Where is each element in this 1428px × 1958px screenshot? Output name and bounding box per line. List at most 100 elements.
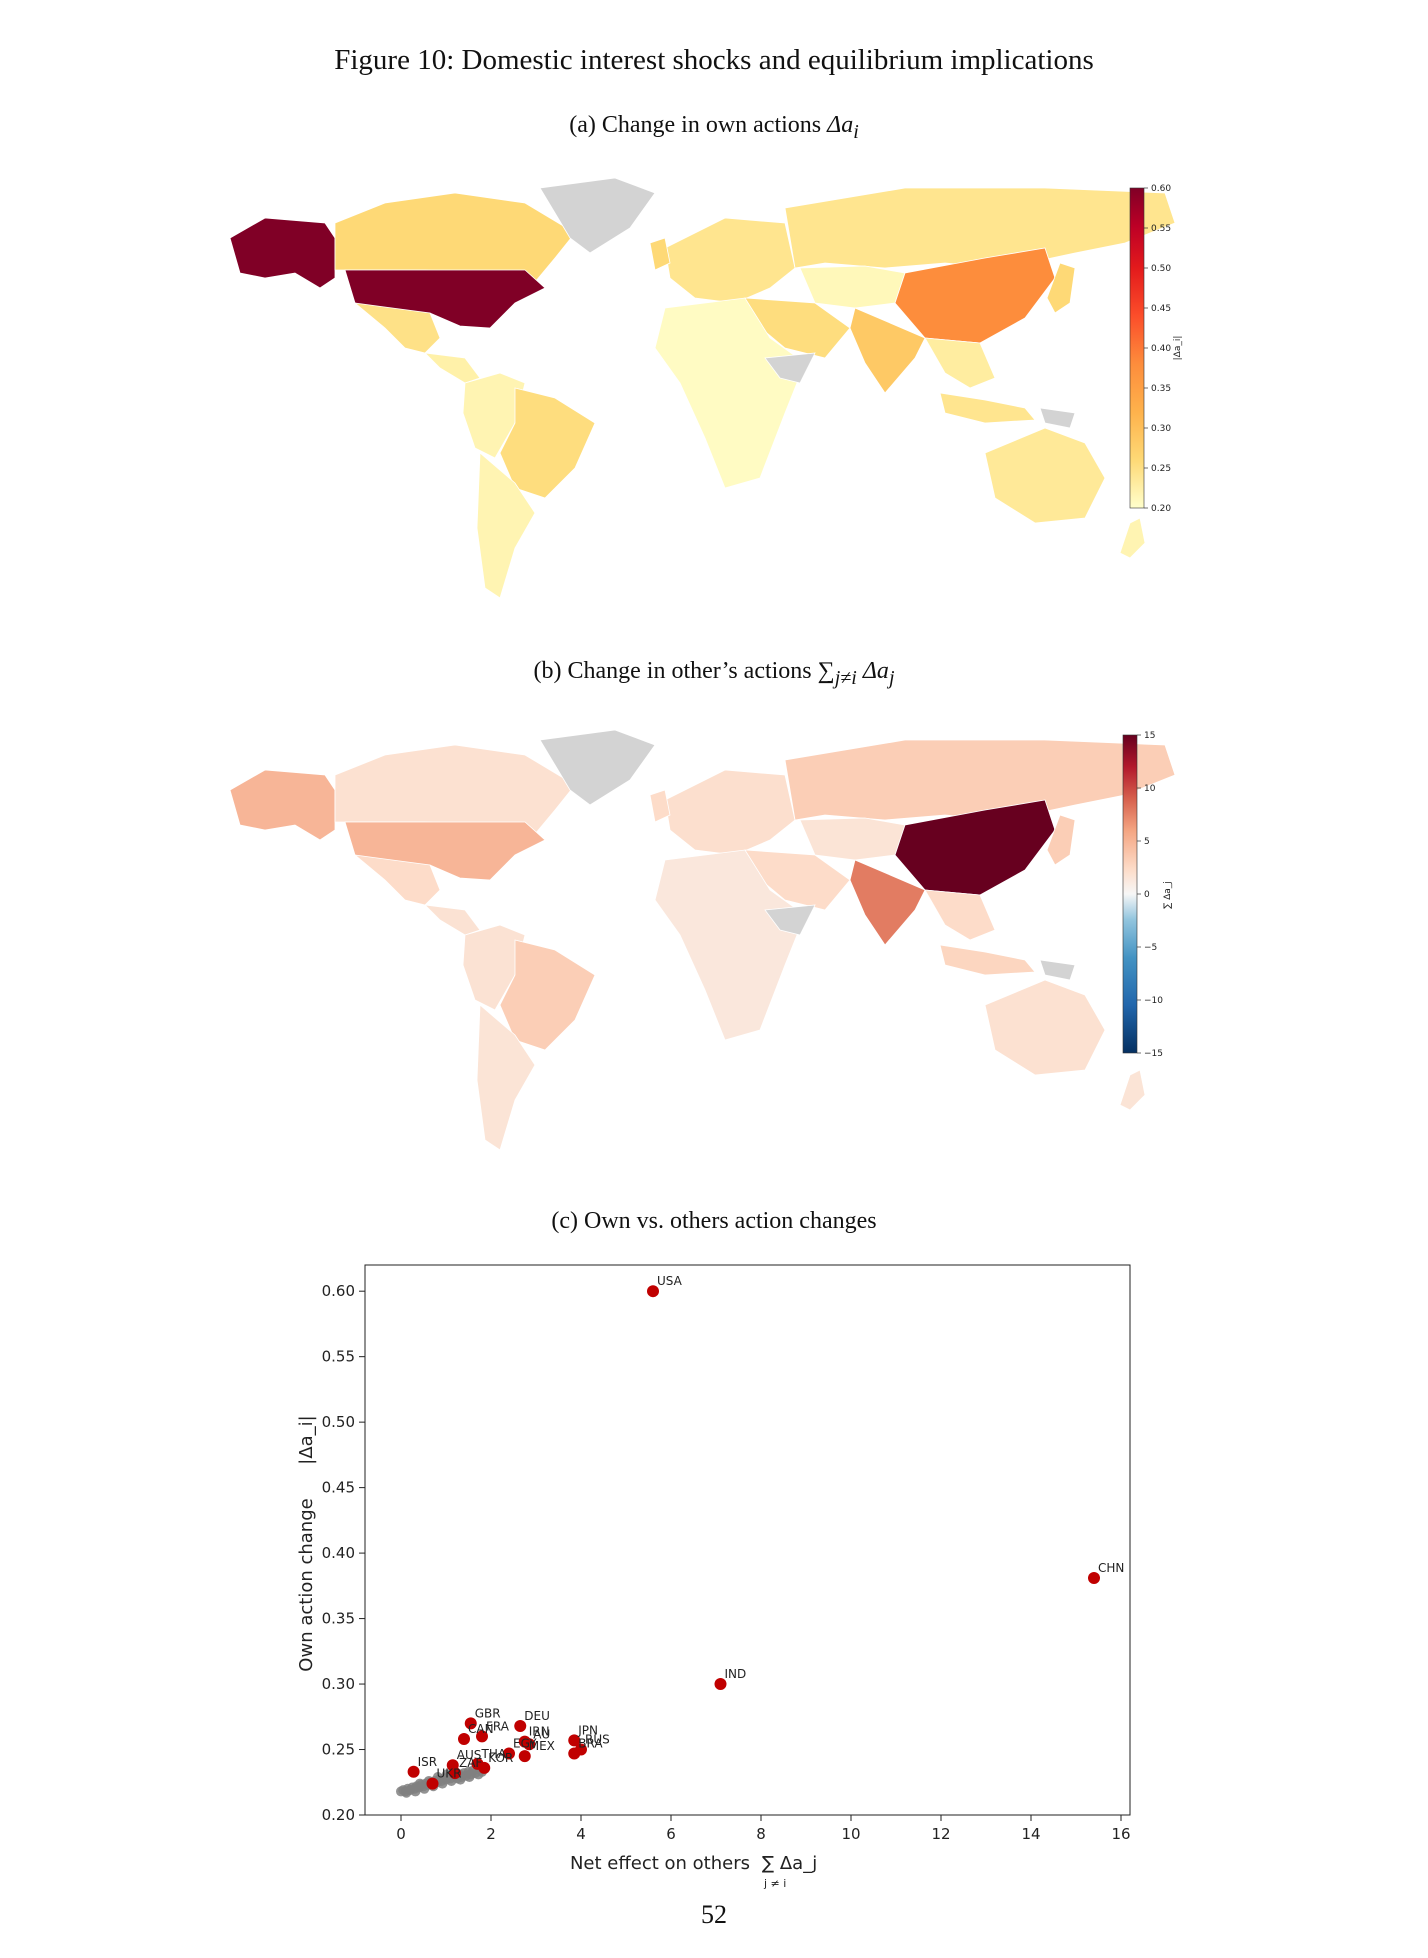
point-zaf (449, 1767, 461, 1780)
point-gbr (464, 1717, 477, 1730)
point-label-irn: IRN (529, 1725, 550, 1739)
map-b-japan (1046, 814, 1076, 866)
colorbar-tick-label: 5 (1144, 837, 1150, 847)
point-jpn (568, 1734, 581, 1747)
map-a-colorbar-bar (1129, 187, 1145, 509)
map-a-africa (654, 297, 806, 489)
map-b-central-asia (799, 817, 906, 861)
map-b-colorbar-label: ∑ Δa_j (1163, 881, 1173, 909)
map-a-europe (664, 217, 796, 304)
point-bra (568, 1747, 581, 1760)
map-a-brazil (499, 387, 596, 499)
point-label-mex: MEX (529, 1739, 555, 1753)
point-chn (1088, 1571, 1100, 1584)
x-tick-label: 4 (576, 1825, 586, 1843)
map-a-uk (649, 237, 671, 271)
y-tick-label: 0.30 (322, 1675, 355, 1693)
map-b-brazil (499, 939, 596, 1051)
point-au (523, 1738, 536, 1751)
x-tick-label: 12 (931, 1825, 950, 1843)
x-tick-label: 14 (1021, 1825, 1040, 1843)
point-mex (518, 1750, 531, 1763)
colorbar-tick-label: 15 (1144, 731, 1155, 741)
map-a-png (1039, 407, 1076, 429)
y-axis-label-math: |Δa_i| (296, 1415, 317, 1464)
point-isr (407, 1765, 420, 1778)
point-label-tha: THA (481, 1747, 507, 1761)
point-label-egy: EGY (513, 1736, 537, 1750)
map-b-png (1039, 959, 1076, 981)
point-label-gbr: GBR (475, 1706, 501, 1720)
map-b-colorbar: 15 10 5 0 −5 −10 −15 ∑ Δa_j (1122, 731, 1173, 1059)
y-tick-label: 0.20 (322, 1806, 355, 1824)
map-a-se-asia (924, 337, 996, 389)
x-axis-label: Net effect on others (570, 1853, 750, 1874)
colorbar-tick-label: 0.60 (1151, 184, 1171, 194)
map-b-indonesia (939, 944, 1036, 976)
point-deu (514, 1719, 527, 1732)
colorbar-tick-label: 0.35 (1151, 384, 1171, 394)
map-b-central-america (423, 904, 481, 936)
map-b-sa-north (462, 924, 526, 1011)
map-a-sa-north (462, 372, 526, 459)
y-tick-label: 0.50 (322, 1413, 355, 1431)
panel-b-title-sub: j≠i (834, 666, 857, 689)
map-a-china (894, 247, 1056, 344)
point-label-rus: RUS (585, 1733, 610, 1747)
colorbar-tick-label: −5 (1144, 943, 1157, 953)
map-b-colorbar-ticks: 15 10 5 0 −5 −10 −15 (1137, 731, 1163, 1059)
map-a-countries (229, 178, 1176, 599)
point-label-ind: IND (725, 1667, 747, 1681)
panel-a-title-text: (a) Change in own actions (569, 112, 822, 138)
map-b-russia (784, 739, 1176, 821)
map-b-alaska (229, 769, 336, 841)
point-label-fra: FRA (486, 1719, 510, 1733)
point-can (458, 1733, 470, 1746)
colorbar-tick-label: −15 (1144, 1049, 1163, 1059)
map-b: 15 10 5 0 −5 −10 −15 ∑ Δa_j (229, 730, 1176, 1151)
map-b-europe (664, 769, 796, 856)
map-a-horn-africa (764, 352, 816, 384)
colorbar-tick-label: 0.25 (1151, 464, 1171, 474)
map-a-alaska (229, 217, 336, 289)
x-tick-label: 6 (666, 1825, 676, 1843)
x-tick-label: 2 (486, 1825, 496, 1843)
map-b-horn-africa (764, 904, 816, 936)
panel-c-title: (c) Own vs. others action changes (551, 1208, 877, 1234)
point-kor (478, 1761, 491, 1774)
point-label-kor: KOR (488, 1751, 513, 1765)
plot-frame (364, 1264, 1131, 1816)
map-b-countries (229, 730, 1176, 1151)
point-label-can: CAN (468, 1722, 494, 1736)
y-tick-label: 0.55 (322, 1348, 355, 1366)
x-tick-label: 16 (1111, 1825, 1130, 1843)
gray-point (401, 1787, 412, 1798)
y-tick-label: 0.40 (322, 1544, 355, 1562)
page-number: 52 (701, 1900, 727, 1929)
point-label-deu: DEU (524, 1709, 550, 1723)
y-tick-label: 0.25 (322, 1741, 355, 1759)
panel-b-title-math2: Δa (862, 658, 889, 684)
panel-a-title: (a) Change in own actions Δai (0, 112, 1428, 144)
colorbar-tick-label: 0.50 (1151, 264, 1171, 274)
point-label-zaf: ZAF (459, 1756, 482, 1770)
x-tick-label: 10 (841, 1825, 860, 1843)
map-b-china (894, 799, 1056, 896)
panel-a-title-sub: i (853, 120, 859, 143)
x-tick-label: 8 (756, 1825, 766, 1843)
scatter-chart: 0 2 4 6 8 10 12 14 16 0.200.250.300.350.400.450.… (296, 1264, 1131, 1890)
colorbar-tick-label: −10 (1144, 996, 1163, 1006)
map-a-japan (1046, 262, 1076, 314)
panel-b-title: (b) Change in other’s actions ∑j≠i Δaj (0, 658, 1428, 690)
map-b-greenland (539, 730, 656, 806)
colorbar-tick-label: 0 (1144, 890, 1150, 900)
y-tick-label: 0.45 (322, 1479, 355, 1497)
gray-point (464, 1772, 475, 1783)
panel-a-title-math: Δa (827, 112, 854, 138)
x-tick-label: 0 (396, 1825, 406, 1843)
point-ind (714, 1678, 727, 1691)
map-b-australia (984, 979, 1106, 1076)
map-b-se-asia (924, 889, 996, 941)
map-a-argentina-chile (476, 452, 536, 599)
colorbar-tick-label: 0.40 (1151, 344, 1171, 354)
